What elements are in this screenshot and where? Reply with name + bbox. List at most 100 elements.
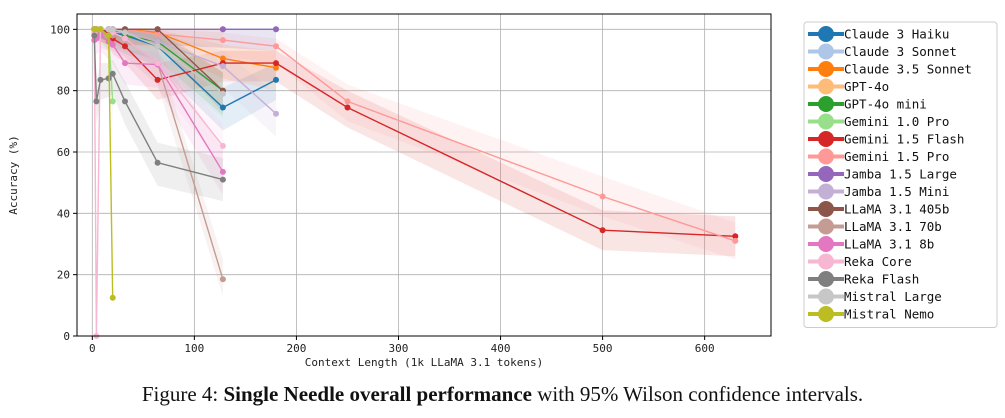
data-point: [219, 63, 226, 70]
data-point: [93, 98, 100, 105]
legend-label: LLaMA 3.1 405b: [844, 202, 949, 217]
data-point: [219, 55, 226, 62]
confidence-bands: [94, 29, 736, 337]
legend-label: Gemini 1.5 Flash: [844, 132, 964, 147]
data-point: [154, 76, 161, 83]
legend-marker: [818, 61, 834, 77]
legend-marker: [818, 271, 834, 287]
legend-marker: [818, 218, 834, 235]
data-point: [122, 35, 128, 42]
legend-marker: [818, 253, 834, 270]
legend-item: Gemini 1.5 Flash: [808, 131, 964, 147]
ci-band-7: [94, 29, 736, 260]
legend-label: Jamba 1.5 Large: [844, 167, 957, 182]
legend-label: Mistral Nemo: [844, 307, 934, 322]
legend-item: Claude 3.5 Sonnet: [808, 61, 972, 77]
data-point: [154, 60, 161, 67]
series-16: [91, 26, 116, 301]
data-point: [599, 227, 606, 234]
chart: 0 100 200 300 400 500 600 0 20 40 60 80 100 Context …: [7, 13, 998, 369]
legend-item: GPT-4o mini: [808, 96, 927, 112]
legend-marker: [818, 148, 834, 165]
legend-item: Mistral Nemo: [808, 306, 934, 322]
legend-marker: [818, 26, 834, 42]
legend-label: Mistral Large: [844, 289, 942, 304]
legend-item: Reka Flash: [808, 271, 919, 287]
data-point: [219, 26, 226, 33]
data-point: [154, 30, 161, 37]
data-point: [599, 193, 606, 200]
data-point: [109, 26, 116, 33]
x-tick-label: 300: [389, 342, 409, 355]
legend-label: GPT-4o: [844, 79, 889, 94]
data-point: [219, 37, 226, 44]
x-tick-label: 500: [593, 342, 613, 355]
series-14: [91, 32, 226, 183]
figure-caption: Figure 4: Single Needle overall performa…: [0, 382, 1005, 407]
y-tick-label: 80: [57, 85, 70, 98]
y-tick-label: 60: [57, 146, 70, 159]
x-tick-label: 100: [184, 342, 204, 355]
data-point: [122, 60, 128, 67]
legend-item: Jamba 1.5 Mini: [808, 183, 949, 200]
legend-marker: [818, 96, 834, 112]
data-point: [273, 64, 279, 71]
legend-item: LLaMA 3.1 405b: [808, 201, 949, 217]
data-point: [122, 98, 128, 105]
data-point: [273, 76, 279, 83]
data-point: [344, 98, 351, 105]
legend-item: Gemini 1.5 Pro: [808, 148, 949, 165]
legend-label: Gemini 1.5 Pro: [844, 149, 949, 164]
ci-band-0: [94, 29, 276, 131]
legend-item: Gemini 1.0 Pro: [808, 113, 949, 130]
y-tick-label: 100: [50, 23, 70, 36]
data-point: [109, 70, 116, 77]
ci-band-8: [94, 29, 276, 51]
data-point: [273, 43, 279, 50]
legend-marker: [818, 201, 834, 217]
y-axis-label: Accuracy (%): [7, 135, 20, 214]
ci-band-2: [94, 29, 276, 91]
legend-label: Jamba 1.5 Mini: [844, 184, 949, 199]
series-lines: [91, 26, 739, 339]
ci-band-4: [94, 29, 223, 116]
data-point: [219, 276, 226, 283]
data-point: [105, 32, 112, 39]
data-point: [273, 110, 279, 117]
series-line: [93, 35, 224, 181]
data-point: [219, 168, 226, 175]
data-point: [122, 29, 128, 36]
data-point: [93, 26, 100, 33]
legend-frame: [803, 21, 998, 328]
data-point: [732, 233, 739, 240]
legend-marker: [818, 166, 834, 182]
legend-label: Gemini 1.0 Pro: [844, 114, 949, 129]
data-point: [91, 32, 98, 39]
x-tick-label: 0: [89, 342, 96, 355]
data-point: [273, 26, 279, 33]
legend-label: Reka Core: [844, 254, 912, 269]
data-point: [219, 176, 226, 183]
y-tick-label: 0: [63, 330, 70, 343]
data-point: [154, 43, 161, 50]
legend-marker: [818, 183, 834, 200]
ci-band-12: [94, 29, 223, 195]
data-point: [154, 26, 161, 33]
data-point: [219, 90, 226, 97]
x-tick-label: 400: [491, 342, 511, 355]
ci-band-1: [94, 29, 276, 51]
legend-label: Claude 3 Haiku: [844, 27, 949, 42]
caption-bold: Single Needle overall performance: [223, 382, 532, 406]
grid-lines: [77, 14, 771, 337]
legend-label: Claude 3 Sonnet: [844, 44, 957, 59]
y-tick-label: 20: [57, 269, 70, 282]
legend: Claude 3 Haiku Claude 3 Sonnet Claude 3.5 …: [803, 21, 998, 328]
axis-ticks: 0 100 200 300 400 500 600 0 20 40 60 80 100: [50, 23, 714, 355]
data-point: [154, 159, 161, 166]
legend-item: Mistral Large: [808, 288, 942, 305]
legend-label: Claude 3.5 Sonnet: [844, 62, 972, 77]
legend-marker: [818, 43, 834, 60]
x-axis-label: Context Length (1k LLaMA 3.1 tokens): [305, 356, 543, 369]
caption-prefix: Figure 4:: [141, 382, 224, 406]
legend-item: Claude 3 Haiku: [808, 26, 949, 42]
